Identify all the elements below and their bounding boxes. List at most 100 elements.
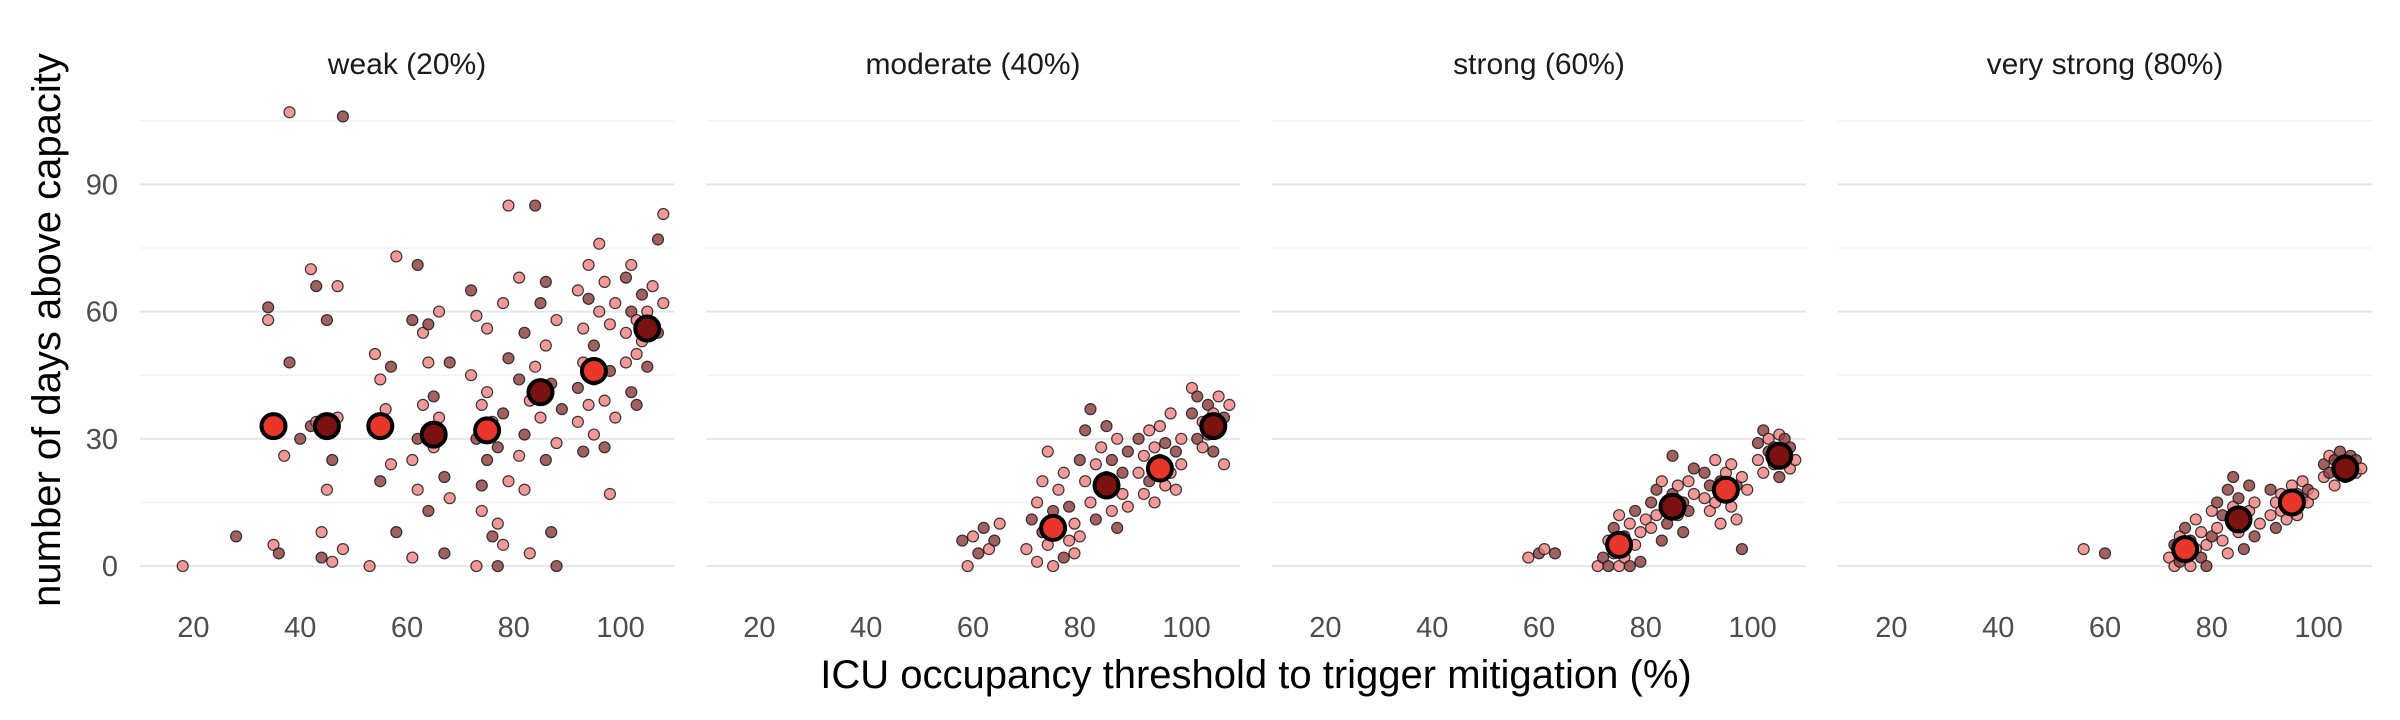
data-point xyxy=(1730,513,1743,526)
x-tick-label: 80 xyxy=(498,612,530,644)
data-point xyxy=(1079,475,1092,488)
data-point xyxy=(422,356,435,369)
data-point xyxy=(2232,492,2245,505)
data-point xyxy=(1175,432,1188,445)
data-point xyxy=(1063,534,1076,547)
data-point xyxy=(267,538,280,551)
x-tick-label: 20 xyxy=(1875,612,1907,644)
data-point xyxy=(1223,398,1236,411)
data-point xyxy=(1089,458,1102,471)
data-point xyxy=(587,428,601,441)
data-point xyxy=(966,530,980,543)
data-point xyxy=(1655,475,1668,488)
data-point xyxy=(1121,445,1134,458)
mean-marker xyxy=(2224,505,2253,534)
data-point xyxy=(1762,432,1775,445)
data-point xyxy=(497,407,510,420)
data-point xyxy=(481,453,494,467)
data-point xyxy=(497,297,510,310)
data-point xyxy=(1538,543,1551,556)
data-point xyxy=(1666,449,1679,462)
mean-marker xyxy=(579,356,608,385)
facet-panel: moderate (40%) 20 40 60 80 100 xyxy=(706,48,1240,644)
mean-marker xyxy=(473,416,502,445)
data-point xyxy=(2221,547,2234,560)
data-point xyxy=(497,538,510,551)
data-point xyxy=(368,347,382,361)
data-point xyxy=(2253,517,2266,530)
data-point xyxy=(587,339,601,352)
data-point xyxy=(294,432,307,445)
data-point xyxy=(475,398,488,411)
mean-marker xyxy=(2171,535,2200,564)
data-point xyxy=(982,543,996,556)
data-point xyxy=(1164,407,1177,420)
data-point xyxy=(464,284,478,297)
x-tick-label: 100 xyxy=(2294,612,2342,644)
data-point xyxy=(1084,496,1097,509)
y-tick-label: 60 xyxy=(86,297,118,329)
data-point xyxy=(1735,543,1749,556)
data-point xyxy=(550,559,563,573)
data-point xyxy=(529,360,542,373)
data-point xyxy=(1725,458,1738,471)
data-point xyxy=(630,347,643,361)
data-point xyxy=(635,288,649,301)
data-point xyxy=(422,504,435,518)
data-point xyxy=(1137,487,1150,501)
data-point xyxy=(603,487,617,501)
data-point xyxy=(262,301,275,314)
data-point xyxy=(1057,551,1070,564)
data-point xyxy=(582,398,595,411)
data-point xyxy=(1191,432,1204,445)
data-point xyxy=(438,547,451,560)
data-point xyxy=(326,555,339,568)
data-point xyxy=(1612,509,1626,522)
data-point xyxy=(534,411,547,424)
data-point xyxy=(1741,483,1754,496)
data-point xyxy=(1185,381,1199,395)
data-point xyxy=(470,309,483,322)
x-axis-title: ICU occupancy threshold to trigger mitig… xyxy=(820,653,1691,697)
data-point xyxy=(2189,513,2202,526)
x-tick-label: 60 xyxy=(957,612,989,644)
x-tick-label: 20 xyxy=(177,612,209,644)
data-point xyxy=(1639,513,1652,526)
data-point xyxy=(539,339,552,352)
x-tick-label: 60 xyxy=(391,612,423,644)
data-point xyxy=(1714,517,1727,530)
data-point xyxy=(1196,441,1209,454)
data-point xyxy=(1121,500,1134,513)
data-point xyxy=(1057,466,1070,479)
data-point xyxy=(619,271,633,284)
data-point xyxy=(1709,453,1722,467)
data-point xyxy=(1030,555,1044,568)
data-point xyxy=(1522,551,1535,564)
data-point xyxy=(582,292,595,305)
data-point xyxy=(1073,530,1086,543)
data-point xyxy=(2296,475,2309,488)
data-point xyxy=(374,373,387,386)
data-point xyxy=(331,280,344,293)
mean-marker xyxy=(1199,412,1228,441)
data-point xyxy=(577,445,590,458)
data-point xyxy=(1084,403,1097,416)
data-point xyxy=(550,313,563,327)
data-point xyxy=(336,543,350,556)
data-point xyxy=(1041,445,1054,458)
data-point xyxy=(1046,559,1060,573)
data-point xyxy=(518,483,531,496)
data-point xyxy=(1052,483,1065,496)
data-point xyxy=(956,534,969,547)
data-point xyxy=(1623,517,1636,530)
data-point xyxy=(486,530,499,543)
data-point xyxy=(390,526,403,539)
data-point xyxy=(475,504,488,518)
data-point xyxy=(1025,513,1038,526)
data-point xyxy=(502,475,515,488)
data-point xyxy=(1217,458,1231,471)
data-point xyxy=(230,530,243,543)
data-point xyxy=(2264,483,2277,496)
data-point xyxy=(1030,496,1044,509)
data-point xyxy=(1089,513,1102,526)
